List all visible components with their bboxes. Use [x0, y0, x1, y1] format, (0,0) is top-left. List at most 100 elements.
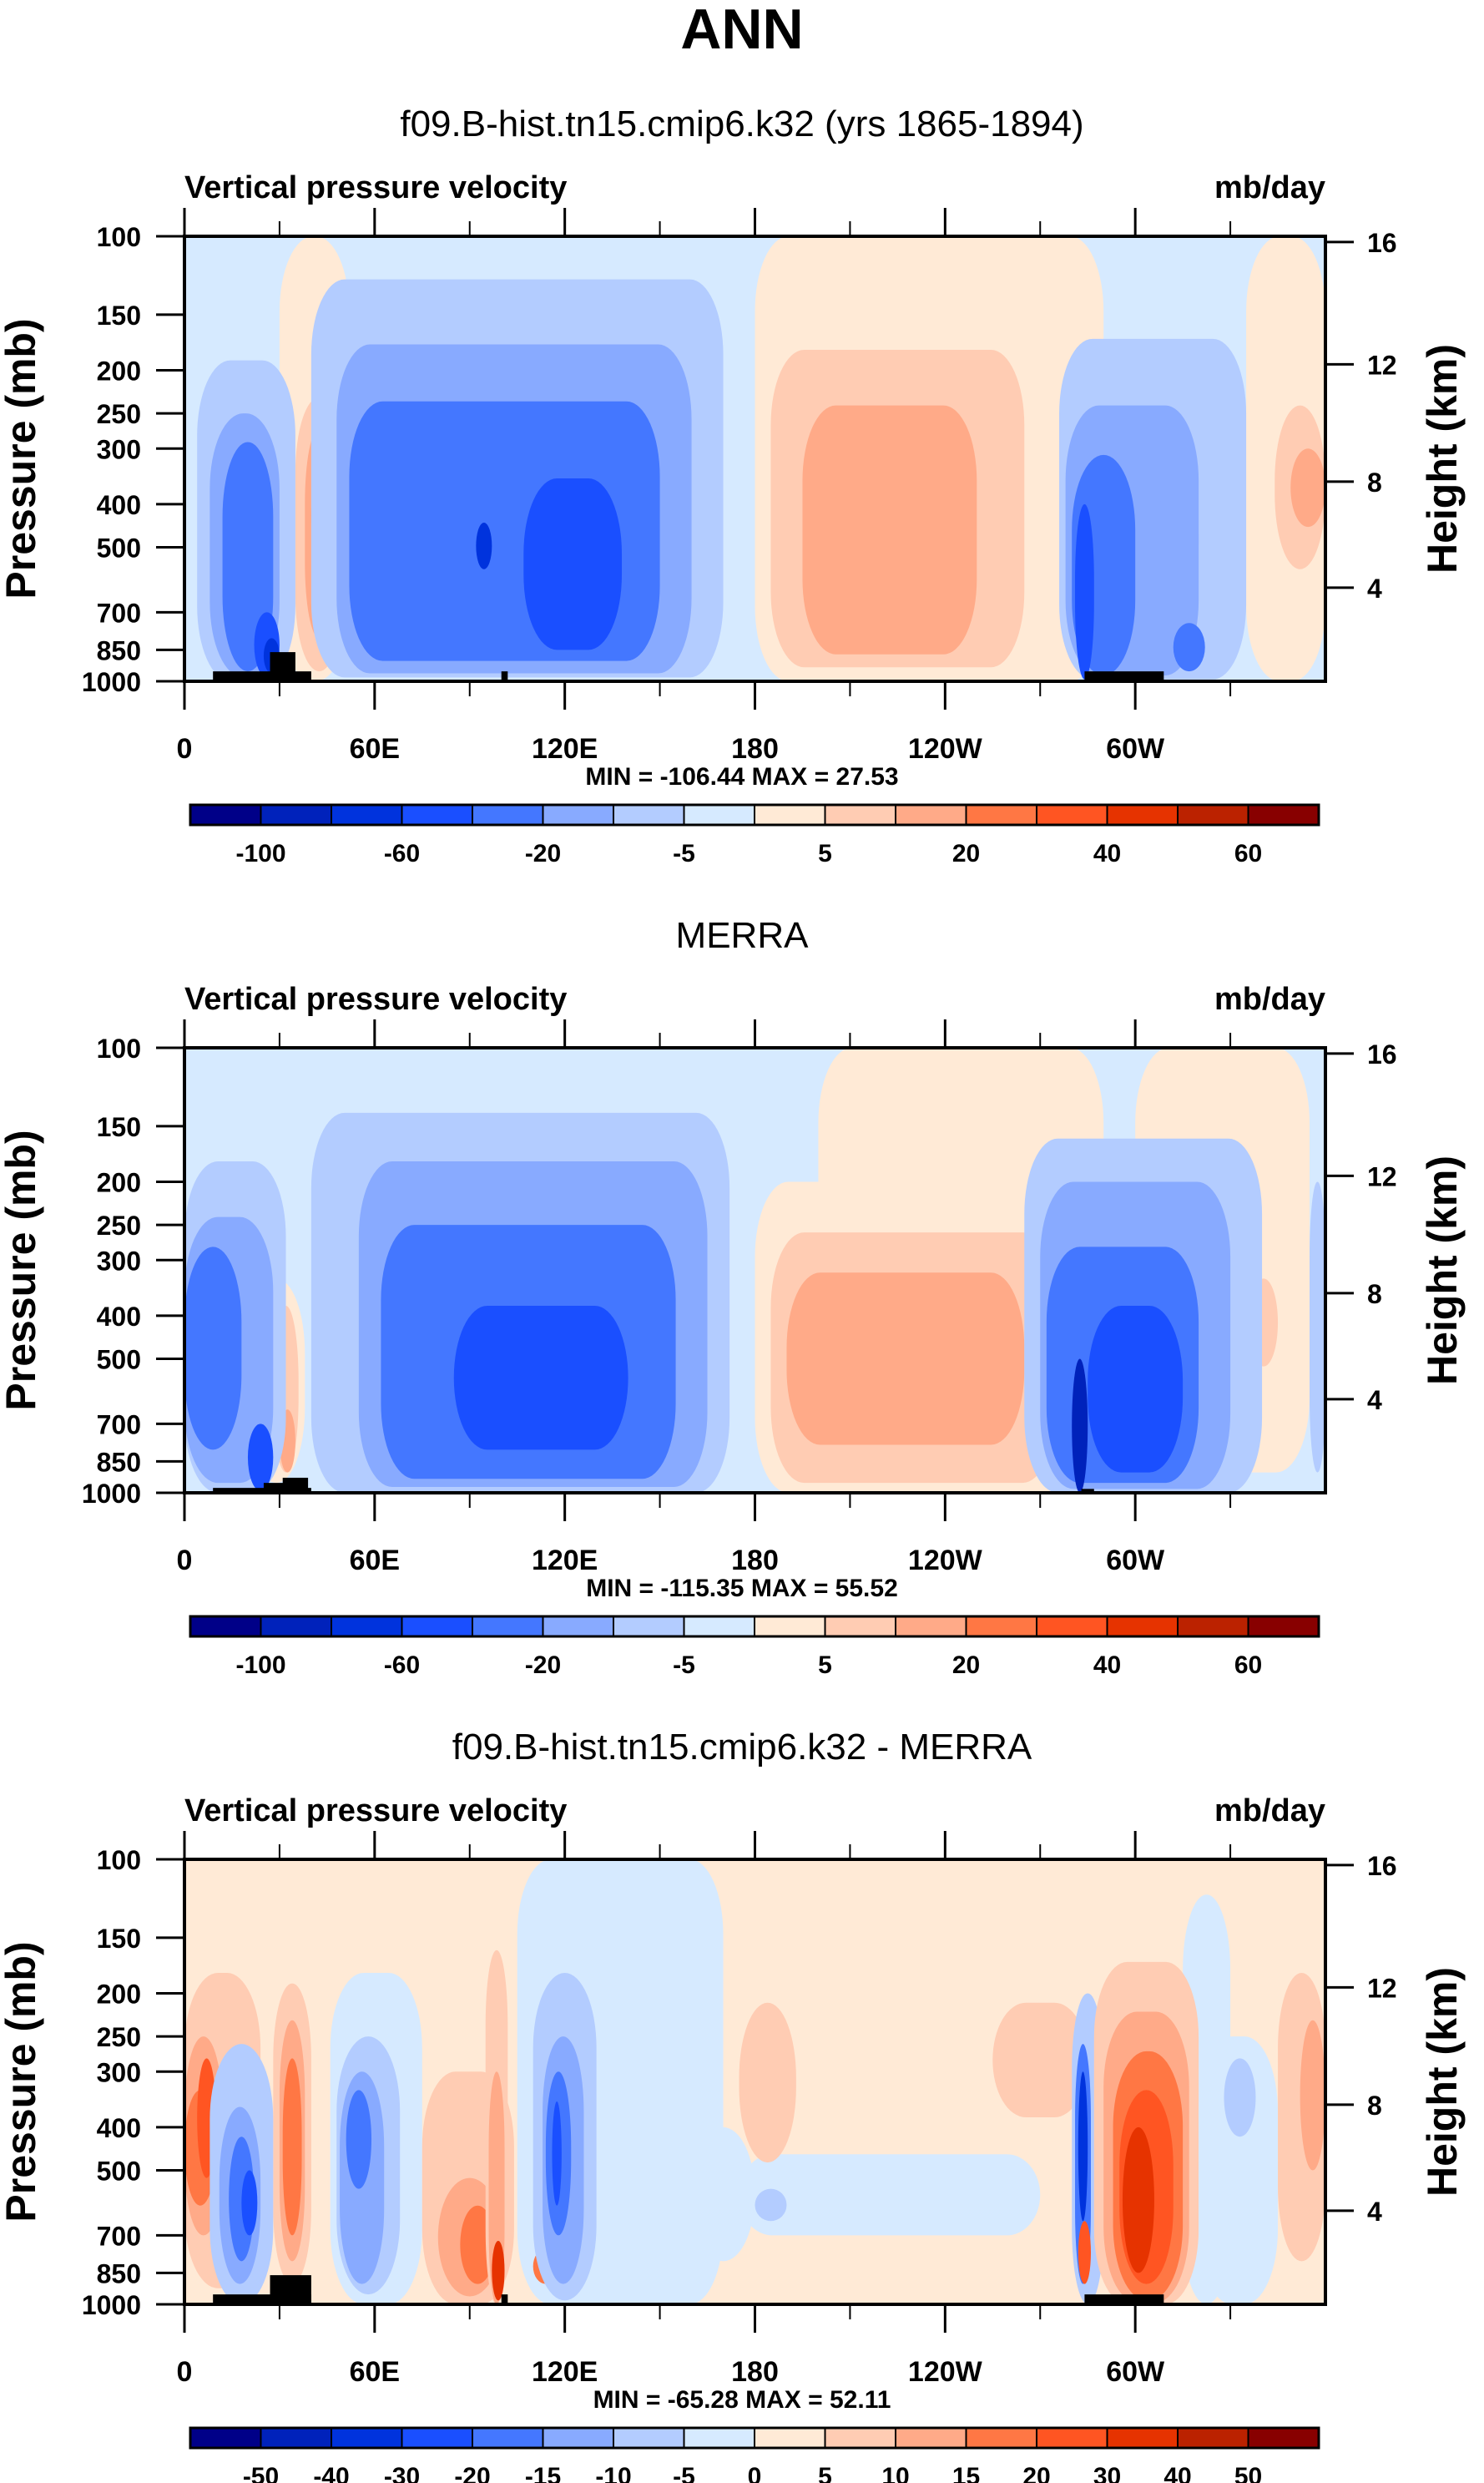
colorbar-box [613, 804, 685, 826]
x-tick-label: 0 [177, 2356, 193, 2388]
contour-region [755, 2188, 787, 2222]
colorbar-box [824, 2427, 896, 2449]
y2-tick-label: 8 [1367, 1279, 1382, 1309]
y-tick-label: 300 [97, 1246, 141, 1276]
y2-tick-label: 12 [1367, 1973, 1397, 2003]
contour-region [184, 1247, 242, 1450]
y-tick-label: 850 [97, 635, 141, 665]
contour-field [184, 1048, 1325, 1493]
colorbar-box [1106, 804, 1179, 826]
x-tick-label: 60E [350, 1545, 401, 1576]
page-title: ANN [680, 0, 804, 61]
colorbar-box [613, 2427, 685, 2449]
y-tick-label: 300 [97, 2057, 141, 2087]
y-tick-label: 400 [97, 490, 141, 520]
colorbar: -100 -60 -20 -5 5 20 40 60 [189, 803, 1320, 867]
y2-tick-label: 4 [1367, 2197, 1382, 2227]
x-tick-label: 0 [177, 733, 193, 765]
colorbar-box [260, 2427, 332, 2449]
colorbar: -100 -60 -20 -5 5 20 40 60 [189, 1615, 1320, 1679]
terrain-mask [263, 1483, 295, 1493]
y2-tick-label: 16 [1367, 1039, 1397, 1070]
x-tick-label: 180 [731, 1545, 779, 1576]
colorbar-box [1247, 804, 1320, 826]
colorbar-box [331, 2427, 403, 2449]
colorbar-box [1177, 1616, 1249, 1637]
colorbar-label: 10 [881, 2463, 909, 2483]
terrain-mask [213, 2294, 311, 2304]
units-label: mb/day [1214, 1793, 1325, 1828]
y-tick-label: 400 [97, 2113, 141, 2143]
colorbar-box [613, 1616, 685, 1637]
contour-region [992, 2002, 1088, 2118]
contour-region [1224, 2058, 1256, 2137]
colorbar-label: 60 [1234, 1651, 1262, 1679]
colorbar-box [683, 2427, 755, 2449]
contour-region [786, 1272, 1025, 1445]
colorbar-label: -20 [525, 840, 561, 867]
contour-region [739, 2154, 1041, 2236]
y2-tick-label: 16 [1367, 228, 1397, 258]
colorbar-box [683, 1616, 755, 1637]
left-string: Vertical pressure velocity [184, 170, 567, 205]
y-axis-label: Pressure (mb) [0, 318, 44, 599]
colorbar-label: 60 [1234, 840, 1262, 867]
colorbar-box [472, 2427, 544, 2449]
colorbar-box [895, 804, 967, 826]
colorbar-box [260, 804, 332, 826]
y-tick-label: 400 [97, 1302, 141, 1332]
y2-axis-label: Height (km) [1419, 1156, 1466, 1385]
contour-region [1075, 503, 1094, 680]
y-tick-label: 100 [97, 1034, 141, 1064]
colorbar-label: 5 [818, 840, 832, 867]
colorbar-box [824, 804, 896, 826]
colorbar-label: -5 [673, 2463, 695, 2483]
colorbar-box [895, 2427, 967, 2449]
y-axis-label: Pressure (mb) [0, 1941, 44, 2222]
colorbar-box [1036, 804, 1108, 826]
colorbar-label: -15 [525, 2463, 561, 2483]
y-tick-label: 500 [97, 2157, 141, 2187]
colorbar-frame [189, 2426, 1320, 2450]
colorbar-box [754, 804, 826, 826]
contour-region [1078, 2221, 1092, 2284]
contour-region [476, 522, 492, 569]
x-tick-label: 120E [532, 733, 598, 765]
x-tick-label: 120W [908, 1545, 983, 1576]
x-tick-label: 60E [350, 733, 401, 765]
panel-title: f09.B-hist.tn15.cmip6.k32 - MERRA [452, 1727, 1032, 1767]
contour-region [1072, 1358, 1088, 1493]
terrain-mask [1081, 1489, 1094, 1493]
y-tick-label: 200 [97, 356, 141, 386]
colorbar: -50 -40 -30 -20 -15 -10 -5 0 5 10 15 20 30 40 50 [189, 2426, 1320, 2483]
contour-region [222, 442, 274, 672]
left-string: Vertical pressure velocity [184, 1793, 567, 1828]
terrain-mask [282, 1477, 309, 1493]
colorbar-box [401, 804, 473, 826]
colorbar-box [401, 2427, 473, 2449]
contour-region [1088, 1306, 1184, 1473]
colorbar-box [542, 804, 614, 826]
colorbar-label: -100 [235, 1651, 285, 1679]
contour-region [1157, 467, 1199, 613]
colorbar-box [472, 1616, 544, 1637]
colorbar-label: 5 [818, 2463, 832, 2483]
y2-tick-label: 4 [1367, 1385, 1382, 1415]
colorbar-label: 40 [1163, 2463, 1191, 2483]
terrain-mask [1084, 2294, 1164, 2304]
terrain-mask [1084, 671, 1164, 681]
x-tick-label: 120E [532, 2356, 598, 2388]
y-tick-label: 1000 [82, 667, 141, 697]
x-tick-label: 60W [1106, 2356, 1165, 2388]
x-tick-label: 60W [1106, 1545, 1165, 1576]
colorbar-box [1177, 804, 1249, 826]
colorbar-box [824, 1616, 896, 1637]
contour-region [346, 2090, 372, 2189]
colorbar-box [542, 1616, 614, 1637]
terrain-mask [501, 671, 508, 681]
terrain-mask [213, 1488, 311, 1493]
colorbar-label: 50 [1234, 2463, 1262, 2483]
colorbar-box [260, 1616, 332, 1637]
contour-region [241, 2170, 258, 2236]
colorbar-box [1247, 1616, 1320, 1637]
